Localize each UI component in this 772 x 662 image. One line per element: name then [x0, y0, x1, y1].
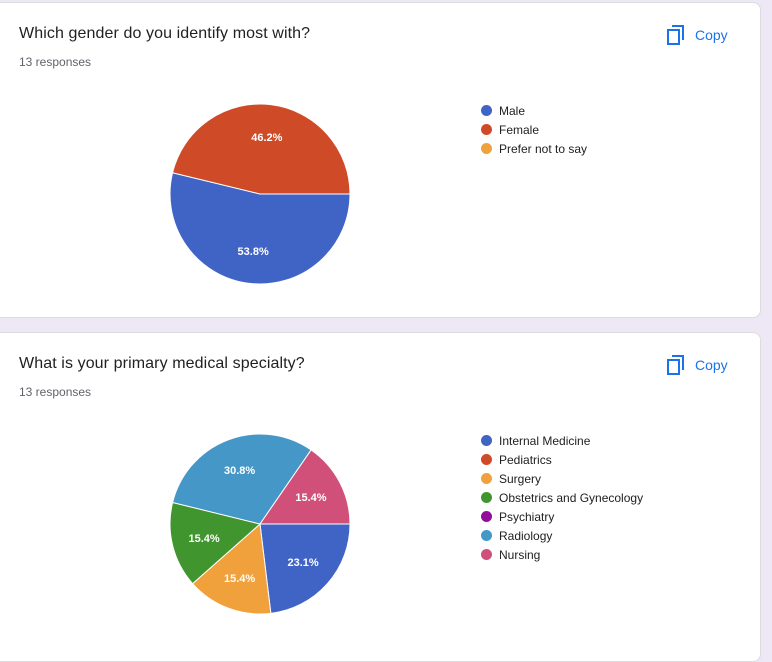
legend-label: Obstetrics and Gynecology: [499, 490, 644, 505]
legend-label: Female: [499, 122, 540, 137]
copy-icon: [667, 24, 685, 46]
pie-slice-label-female: 46.2%: [251, 132, 282, 144]
legend-label: Prefer not to say: [499, 141, 588, 156]
legend-swatch: [481, 105, 492, 116]
specialty-legend: Internal Medicine Pediatrics Surgery Obstet…: [481, 431, 643, 564]
response-count: 13 responses: [19, 385, 92, 399]
legend-item-psychiatry[interactable]: Psychiatry: [481, 507, 643, 526]
legend-label: Surgery: [499, 471, 542, 486]
legend-swatch: [481, 492, 492, 503]
legend-label: Internal Medicine: [499, 433, 591, 448]
legend-swatch: [481, 473, 492, 484]
legend-swatch: [481, 549, 492, 560]
pie-slice-label-internal-medicine: 23.1%: [288, 557, 319, 569]
legend-label: Nursing: [499, 547, 541, 562]
pie-slice-radiology[interactable]: [172, 433, 312, 525]
legend-item-obstetrics-and-gynecology[interactable]: Obstetrics and Gynecology: [481, 488, 643, 507]
legend-item-nursing[interactable]: Nursing: [481, 545, 643, 564]
pie-slice-obstetrics-and-gynecology[interactable]: [169, 501, 262, 585]
question-title: Which gender do you identify most with?: [19, 25, 311, 42]
specialty-pie-chart: 23.1% 15.4% 15.4% 30.8% 15.4%: [169, 433, 351, 615]
legend-label: Pediatrics: [499, 452, 552, 467]
pie-slice-surgery[interactable]: [191, 522, 272, 615]
copy-label: Copy: [695, 357, 728, 373]
pie-slice-label-male: 53.8%: [238, 246, 269, 258]
legend-swatch: [481, 124, 492, 135]
pie-slice-label-surgery: 15.4%: [224, 573, 255, 585]
pie-slice-label-obstetrics-and-gynecology: 15.4%: [188, 533, 219, 545]
response-count: 13 responses: [19, 55, 92, 69]
legend-swatch: [481, 435, 492, 446]
legend-item-internal-medicine[interactable]: Internal Medicine: [481, 431, 643, 450]
copy-icon: [667, 354, 685, 376]
legend-swatch: [481, 454, 492, 465]
gender-pie-chart: 53.8% 46.2%: [169, 103, 351, 285]
pie-slice-nursing[interactable]: [259, 449, 351, 525]
pie-slice-female[interactable]: [171, 103, 351, 195]
legend-item-female[interactable]: Female: [481, 120, 587, 139]
copy-button[interactable]: Copy: [667, 351, 728, 379]
question-card-specialty: What is your primary medical specialty? …: [0, 332, 761, 662]
legend-label: Radiology: [499, 528, 553, 543]
legend-swatch: [481, 530, 492, 541]
pie-slice-label-radiology: 30.8%: [224, 465, 255, 477]
pie-slice-label-nursing: 15.4%: [295, 492, 326, 504]
pie-slice-male[interactable]: [169, 172, 351, 285]
legend-item-radiology[interactable]: Radiology: [481, 526, 643, 545]
pie-slice-internal-medicine[interactable]: [259, 523, 351, 614]
legend-item-prefer-not-to-say[interactable]: Prefer not to say: [481, 139, 587, 158]
question-title: What is your primary medical specialty?: [19, 355, 305, 372]
copy-button[interactable]: Copy: [667, 21, 728, 49]
gender-legend: Male Female Prefer not to say: [481, 101, 587, 158]
legend-swatch: [481, 511, 492, 522]
legend-item-pediatrics[interactable]: Pediatrics: [481, 450, 643, 469]
question-card-gender: Which gender do you identify most with? …: [0, 2, 761, 318]
legend-swatch: [481, 143, 492, 154]
legend-item-male[interactable]: Male: [481, 101, 587, 120]
legend-label: Psychiatry: [499, 509, 555, 524]
copy-label: Copy: [695, 27, 728, 43]
legend-item-surgery[interactable]: Surgery: [481, 469, 643, 488]
legend-label: Male: [499, 103, 526, 118]
